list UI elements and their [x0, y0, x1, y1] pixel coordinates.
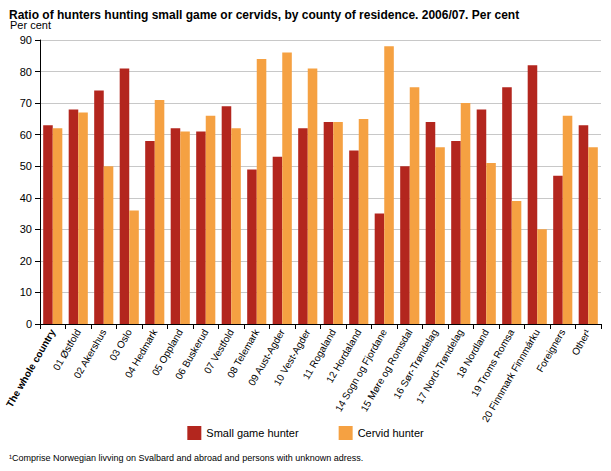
svg-text:Other¹: Other¹: [569, 327, 593, 358]
svg-text:10 Vest-Agder: 10 Vest-Agder: [271, 327, 313, 388]
svg-text:Small game hunter: Small game hunter: [206, 427, 299, 439]
svg-text:70: 70: [20, 97, 32, 109]
svg-text:03 Oslo: 03 Oslo: [107, 327, 134, 363]
svg-text:10: 10: [20, 286, 32, 298]
svg-text:09 Aust-Agder: 09 Aust-Agder: [245, 327, 287, 388]
svg-text:The whole country: The whole country: [4, 327, 58, 409]
svg-text:50: 50: [20, 160, 32, 172]
svg-text:14 Sogn og Fjordane: 14 Sogn og Fjordane: [332, 327, 389, 414]
svg-text:19 Troms Romsa: 19 Troms Romsa: [469, 327, 517, 399]
svg-text:0: 0: [26, 318, 32, 330]
svg-text:15 Møre og Romsdal: 15 Møre og Romsdal: [358, 327, 415, 414]
svg-text:12 Hordaland: 12 Hordaland: [324, 327, 364, 385]
svg-text:Ratio of hunters hunting small: Ratio of hunters hunting small game or c…: [9, 8, 519, 22]
svg-text:16 Sør-Trøndelag: 16 Sør-Trøndelag: [391, 327, 440, 400]
svg-text:11 Rogaland: 11 Rogaland: [300, 327, 338, 382]
svg-text:18 Nordland: 18 Nordland: [454, 327, 491, 380]
svg-text:20: 20: [20, 255, 32, 267]
svg-text:¹Comprise Norwegian livving on: ¹Comprise Norwegian livving on Svalbard …: [9, 453, 363, 463]
svg-text:08 Telemark: 08 Telemark: [224, 327, 262, 380]
svg-text:Per cent: Per cent: [10, 18, 51, 31]
svg-text:05 Oppland: 05 Oppland: [149, 327, 185, 378]
svg-text:20 Finnmark Finnmárku: 20 Finnmark Finnmárku: [480, 327, 542, 424]
svg-text:02 Akershus: 02 Akershus: [72, 327, 109, 380]
svg-text:40: 40: [20, 192, 32, 204]
svg-text:90: 90: [20, 34, 32, 46]
svg-text:80: 80: [20, 66, 32, 78]
svg-text:Cervid hunter: Cervid hunter: [358, 427, 424, 439]
svg-text:30: 30: [20, 223, 32, 235]
svg-text:07 Vestfold: 07 Vestfold: [201, 327, 236, 376]
svg-text:06 Buskerud: 06 Buskerud: [173, 327, 211, 381]
svg-text:01 Østfold: 01 Østfold: [50, 327, 83, 373]
svg-text:Foreigners: Foreigners: [534, 327, 567, 374]
svg-text:60: 60: [20, 129, 32, 141]
svg-text:17 Nord-Trøndelag: 17 Nord-Trøndelag: [414, 327, 466, 406]
svg-text:04 Hedmark: 04 Hedmark: [122, 327, 160, 380]
